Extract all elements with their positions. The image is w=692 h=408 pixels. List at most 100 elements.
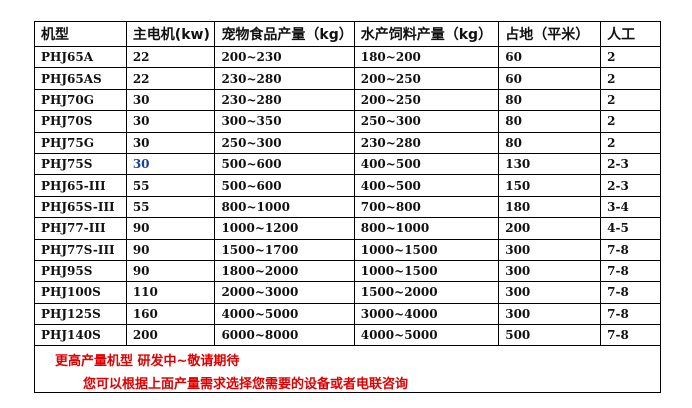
table-cell: 200 <box>125 324 216 347</box>
table-cell: 2000~3000 <box>214 281 355 304</box>
column-header: 机型 <box>34 21 127 47</box>
table-cell: PHJ65A <box>34 45 127 69</box>
table-cell: 30 <box>125 110 216 133</box>
table-cell: PHJ75G <box>34 131 127 154</box>
table-row: PHJ65AS 22 230~280 200~250 60 2 <box>34 67 661 90</box>
table-cell: 180~200 <box>353 45 500 69</box>
table-cell: 200 <box>498 217 602 240</box>
table-cell: 800~1000 <box>214 195 355 219</box>
table-row: PHJ125S 160 4000~5000 3000~4000 300 7-8 <box>34 302 661 326</box>
table-cell: 230~280 <box>214 88 355 112</box>
table-cell: PHJ95S <box>34 259 127 283</box>
table-cell: 7-8 <box>600 238 661 261</box>
table-cell: 1500~1700 <box>214 238 355 261</box>
table-cell: 1800~2000 <box>214 259 355 283</box>
table-cell: 30 <box>125 88 216 112</box>
table-cell: 1000~1200 <box>214 217 355 240</box>
footer-line-2: 您可以根据上面产量需求选择您需要的设备或者电联咨询 <box>83 377 409 393</box>
footer-row: 更高产量机型 研发中~敬请期待 您可以根据上面产量需求选择您需要的设备或者电联咨… <box>34 345 661 394</box>
table-cell: 2 <box>600 88 661 112</box>
table-cell: PHJ140S <box>34 324 127 347</box>
spec-table: 机型 主电机(kw) 宠物食品产量（kg） 水产饲料产量（kg） 占地（平米） 人工 PH… <box>34 21 661 394</box>
table-cell: 60 <box>498 45 602 69</box>
table-cell: 22 <box>125 67 216 90</box>
table-cell: 2-3 <box>600 174 661 197</box>
table-cell: 230~280 <box>214 67 355 90</box>
table-cell: PHJ70S <box>34 110 127 133</box>
table-cell: 4000~5000 <box>214 302 355 326</box>
table-cell: 7-8 <box>600 281 661 304</box>
table-cell: 7-8 <box>600 302 661 326</box>
table-cell: 700~800 <box>353 195 500 219</box>
table-cell: PHJ125S <box>34 302 127 326</box>
table-cell: 400~500 <box>353 174 500 197</box>
table-cell: 250~300 <box>353 110 500 133</box>
footer-line-1: 更高产量机型 研发中~敬请期待 <box>55 354 240 370</box>
table-cell: PHJ65-III <box>34 174 127 197</box>
table-cell: 300 <box>498 259 602 283</box>
table-cell: PHJ65S-III <box>34 195 127 219</box>
table-cell: 1000~1500 <box>353 238 500 261</box>
table-row: PHJ77S-III 90 1500~1700 1000~1500 300 7-8 <box>34 238 661 261</box>
table-cell: 6000~8000 <box>214 324 355 347</box>
table-row: PHJ100S 110 2000~3000 1500~2000 300 7-8 <box>34 281 661 304</box>
table-row: PHJ65S-III 55 800~1000 700~800 180 3-4 <box>34 195 661 219</box>
table-row: PHJ75G 30 250~300 230~280 80 2 <box>34 131 661 154</box>
table-cell: 55 <box>125 195 216 219</box>
table-cell: 180 <box>498 195 602 219</box>
column-header: 占地（平米） <box>498 21 602 47</box>
table-cell: 4000~5000 <box>353 324 500 347</box>
table-row: PHJ70G 30 230~280 200~250 80 2 <box>34 88 661 112</box>
table-cell: 500~600 <box>214 152 355 176</box>
table-cell: 160 <box>125 302 216 326</box>
table-row: PHJ95S 90 1800~2000 1000~1500 300 7-8 <box>34 259 661 283</box>
table-cell: 80 <box>498 88 602 112</box>
table-cell: 150 <box>498 174 602 197</box>
header-row: 机型 主电机(kw) 宠物食品产量（kg） 水产饲料产量（kg） 占地（平米） 人工 <box>34 21 661 47</box>
table-cell: 80 <box>498 110 602 133</box>
table-cell: 4-5 <box>600 217 661 240</box>
table-cell: PHJ75S <box>34 152 127 176</box>
table-cell: 500 <box>498 324 602 347</box>
table-cell: 30 <box>125 152 216 176</box>
table-cell: 230~280 <box>353 131 500 154</box>
table-cell: 200~250 <box>353 67 500 90</box>
column-header: 水产饲料产量（kg） <box>353 21 500 47</box>
table-cell: 300 <box>498 302 602 326</box>
table-cell: 60 <box>498 67 602 90</box>
table-cell: 90 <box>125 217 216 240</box>
table-cell: 2 <box>600 131 661 154</box>
table-cell: 800~1000 <box>353 217 500 240</box>
table-cell: 3-4 <box>600 195 661 219</box>
table-cell: 90 <box>125 238 216 261</box>
table-cell: 400~500 <box>353 152 500 176</box>
table-cell: 55 <box>125 174 216 197</box>
table-cell: 2 <box>600 67 661 90</box>
table-cell: 3000~4000 <box>353 302 500 326</box>
table-cell: 300 <box>498 281 602 304</box>
table-row: PHJ65-III 55 500~600 400~500 150 2-3 <box>34 174 661 197</box>
table-cell: 30 <box>125 131 216 154</box>
table-cell: 2 <box>600 45 661 69</box>
table-cell: 200~230 <box>214 45 355 69</box>
table-cell: PHJ70G <box>34 88 127 112</box>
table-cell: PHJ65AS <box>34 67 127 90</box>
table-row: PHJ65A 22 200~230 180~200 60 2 <box>34 45 661 69</box>
table-row: PHJ140S 200 6000~8000 4000~5000 500 7-8 <box>34 324 661 347</box>
table-cell: 300 <box>498 238 602 261</box>
table-cell: 2 <box>600 110 661 133</box>
footer-note: 更高产量机型 研发中~敬请期待 您可以根据上面产量需求选择您需要的设备或者电联咨… <box>34 345 661 394</box>
table-cell: 7-8 <box>600 259 661 283</box>
table-cell: 110 <box>125 281 216 304</box>
column-header: 主电机(kw) <box>125 21 216 47</box>
table-cell: PHJ100S <box>34 281 127 304</box>
table-cell: 80 <box>498 131 602 154</box>
table-cell: 130 <box>498 152 602 176</box>
table-cell: 1000~1500 <box>353 259 500 283</box>
column-header: 宠物食品产量（kg） <box>214 21 355 47</box>
table-row: PHJ70S 30 300~350 250~300 80 2 <box>34 110 661 133</box>
table-cell: 1500~2000 <box>353 281 500 304</box>
table-cell: 90 <box>125 259 216 283</box>
table-cell: 2-3 <box>600 152 661 176</box>
table-row: PHJ75S 30 500~600 400~500 130 2-3 <box>34 152 661 176</box>
